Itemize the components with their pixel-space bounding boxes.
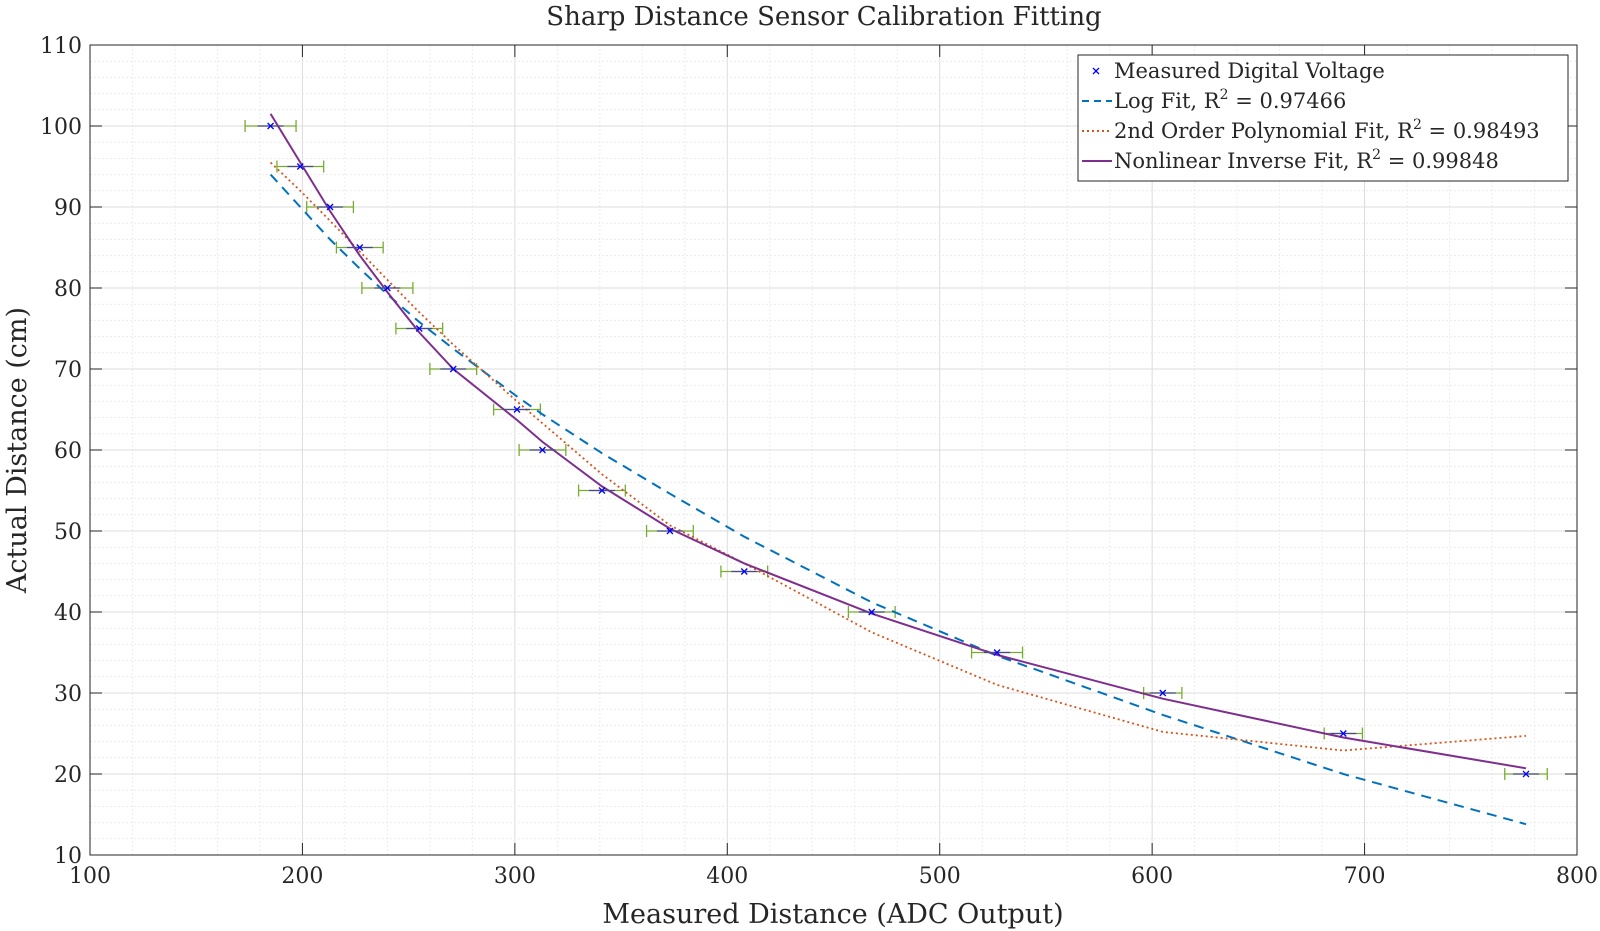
x-tick-label: 300 <box>494 864 536 889</box>
legend-label: 2nd Order Polynomial Fit, R2 = 0.98493 <box>1114 117 1540 143</box>
measured-point-marker <box>449 365 457 373</box>
measured-point-marker <box>740 568 748 575</box>
grid <box>90 45 1577 855</box>
measured-point-marker <box>539 446 546 454</box>
measured-point-marker <box>868 608 876 616</box>
y-tick-label: 80 <box>54 277 82 302</box>
y-tick-label: 70 <box>54 358 82 383</box>
fit-curves <box>269 113 1527 826</box>
measured-point <box>858 608 885 616</box>
measured-point <box>588 487 615 494</box>
y-tick-label: 50 <box>54 520 82 545</box>
log-fit-line <box>269 173 1527 826</box>
measured-point <box>529 446 556 454</box>
legend-item-fit: Nonlinear Inverse Fit, R2 = 0.99848 <box>1082 147 1499 173</box>
measured-markers <box>257 122 1540 778</box>
inverse-fit-line <box>269 113 1527 770</box>
legend-marker-icon <box>1092 67 1100 75</box>
measured-point <box>1330 730 1357 737</box>
measured-point-marker <box>513 406 521 413</box>
chart-title: Sharp Distance Sensor Calibration Fittin… <box>546 2 1101 32</box>
measured-point <box>503 406 530 413</box>
measured-point <box>984 649 1011 656</box>
y-axis-title: Actual Distance (cm) <box>2 307 33 594</box>
legend-label: Nonlinear Inverse Fit, R2 = 0.99848 <box>1114 147 1499 173</box>
y-tick-label: 20 <box>54 763 82 788</box>
y-tick-label: 10 <box>54 844 82 869</box>
measured-point <box>1513 770 1540 778</box>
measured-point-marker <box>415 325 423 332</box>
measured-point-marker <box>1159 689 1167 697</box>
measured-point <box>440 365 467 373</box>
measured-point-marker <box>326 203 334 211</box>
legend-item-fit: Log Fit, R2 = 0.97466 <box>1082 87 1346 113</box>
y-tick-label: 100 <box>40 115 82 140</box>
legend-item-measured: Measured Digital Voltage <box>1092 59 1385 83</box>
y-tick-label: 40 <box>54 601 82 626</box>
measured-point-marker <box>1339 730 1347 737</box>
axes: 100 200 300 400 500 600 700 800 10 20 30 40 50 60 70 80… <box>40 34 1598 889</box>
measured-point-marker <box>666 527 674 535</box>
x-axis-title: Measured Distance (ADC Output) <box>602 899 1063 930</box>
measured-point-marker <box>1522 770 1530 778</box>
measured-point-marker <box>296 163 304 170</box>
legend-box <box>1077 54 1569 182</box>
measured-point <box>656 527 683 535</box>
legend-label: Measured Digital Voltage <box>1114 59 1385 83</box>
measured-point <box>731 568 758 575</box>
y-tick-label: 90 <box>54 196 82 221</box>
x-tick-label: 400 <box>706 864 748 889</box>
measured-point-marker <box>993 649 1001 656</box>
x-tick-label: 500 <box>919 864 961 889</box>
y-tick-label: 110 <box>40 34 82 59</box>
measured-point <box>287 163 314 170</box>
legend-label: Log Fit, R2 = 0.97466 <box>1114 87 1346 113</box>
x-tick-label: 800 <box>1556 864 1598 889</box>
measured-point <box>374 284 401 292</box>
polynomial-fit-line <box>269 161 1527 752</box>
measured-point <box>1149 689 1176 697</box>
x-tick-label: 600 <box>1131 864 1173 889</box>
x-tick-label: 100 <box>69 864 111 889</box>
measured-point <box>406 325 433 332</box>
legend: Measured Digital Voltage Log Fit, R2 = 0.… <box>1077 54 1569 182</box>
measured-point <box>346 244 373 251</box>
y-tick-label: 60 <box>54 439 82 464</box>
x-tick-label: 200 <box>281 864 323 889</box>
measured-point-marker <box>356 244 364 251</box>
measured-point <box>317 203 344 211</box>
legend-item-fit: 2nd Order Polynomial Fit, R2 = 0.98493 <box>1082 117 1540 143</box>
measured-point-marker <box>383 284 391 292</box>
measured-point-marker <box>267 122 275 130</box>
y-tick-label: 30 <box>54 682 82 707</box>
measured-point <box>257 122 284 130</box>
x-tick-label: 700 <box>1344 864 1386 889</box>
measured-point-marker <box>598 487 606 494</box>
